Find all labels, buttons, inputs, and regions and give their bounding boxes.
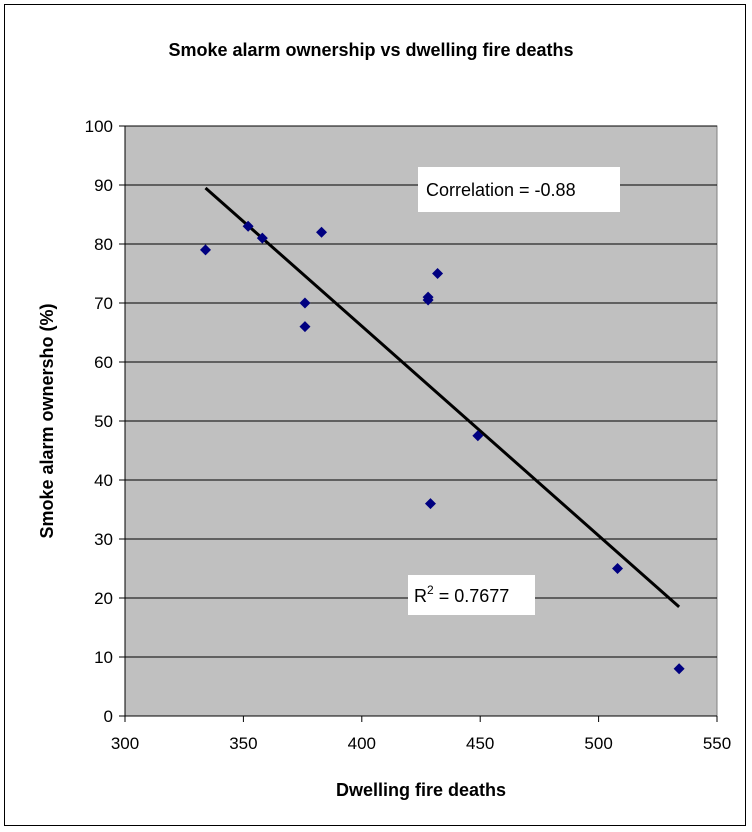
correlation-label: Correlation = -0.88 bbox=[426, 180, 576, 200]
y-tick-label: 40 bbox=[94, 471, 113, 490]
x-tick-label: 300 bbox=[111, 734, 139, 753]
trendline-group bbox=[204, 186, 681, 608]
y-tick-label: 50 bbox=[94, 412, 113, 431]
chart-title: Smoke alarm ownership vs dwelling fire d… bbox=[168, 40, 573, 60]
data-point bbox=[200, 244, 212, 256]
r-squared-label: R2 = 0.7677 bbox=[414, 583, 509, 606]
data-point bbox=[673, 663, 685, 675]
r-squared-box bbox=[408, 575, 535, 615]
y-tick-label: 100 bbox=[85, 117, 113, 136]
trendline bbox=[204, 186, 681, 608]
x-tick-label: 550 bbox=[703, 734, 731, 753]
data-point bbox=[242, 220, 254, 232]
y-tick-label: 0 bbox=[104, 707, 113, 726]
x-tick-label: 400 bbox=[348, 734, 376, 753]
data-point bbox=[316, 226, 328, 238]
x-tick-label: 350 bbox=[229, 734, 257, 753]
y-tick-label: 90 bbox=[94, 176, 113, 195]
data-point bbox=[299, 321, 311, 333]
y-tick-label: 80 bbox=[94, 235, 113, 254]
y-tick-label: 30 bbox=[94, 530, 113, 549]
y-tick-label: 10 bbox=[94, 648, 113, 667]
x-tick-label: 500 bbox=[584, 734, 612, 753]
y-tick-label: 70 bbox=[94, 294, 113, 313]
r-squared-prefix: R bbox=[414, 586, 427, 606]
data-point bbox=[299, 297, 311, 309]
data-points bbox=[200, 220, 685, 675]
y-axis-title: Smoke alarm ownersho (%) bbox=[37, 303, 57, 538]
axes bbox=[119, 125, 718, 722]
data-point bbox=[432, 268, 444, 279]
y-tick-label: 60 bbox=[94, 353, 113, 372]
chart-frame: Smoke alarm ownership vs dwelling fire d… bbox=[4, 4, 746, 826]
y-tick-labels: 0 10 20 30 40 50 60 70 80 90 100 bbox=[85, 117, 113, 726]
data-point bbox=[472, 430, 484, 442]
r-squared-superscript: 2 bbox=[427, 583, 434, 597]
data-point bbox=[256, 232, 268, 244]
r-squared-value: = 0.7677 bbox=[434, 586, 510, 606]
scatter-chart: Smoke alarm ownership vs dwelling fire d… bbox=[37, 40, 731, 800]
correlation-box bbox=[418, 167, 620, 212]
x-tick-labels: 300 350 400 450 500 550 bbox=[111, 734, 731, 753]
x-tick-label: 450 bbox=[466, 734, 494, 753]
data-point bbox=[424, 498, 436, 510]
data-point bbox=[612, 563, 624, 574]
y-tick-label: 20 bbox=[94, 589, 113, 608]
data-point bbox=[422, 294, 434, 306]
x-axis-title: Dwelling fire deaths bbox=[336, 780, 506, 800]
